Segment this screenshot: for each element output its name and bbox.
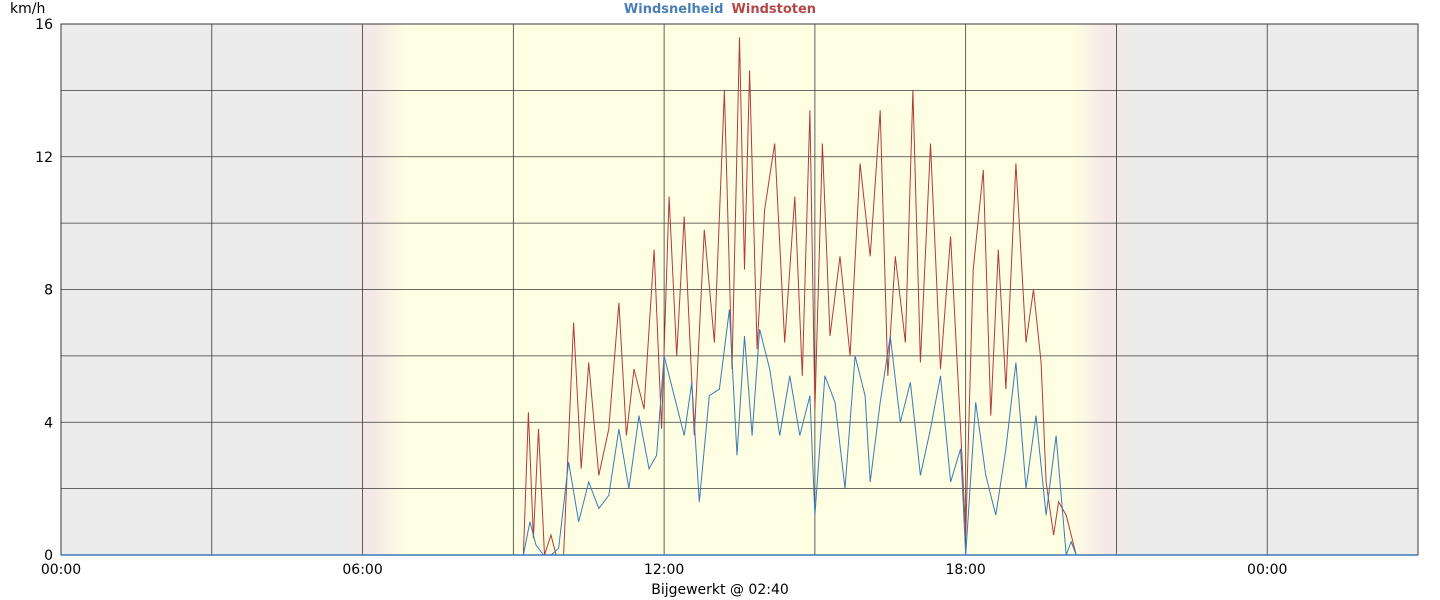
y-axis-unit: km/h bbox=[10, 1, 45, 17]
x-tick-label: 06:00 bbox=[342, 562, 382, 578]
title-gusts: Windstoten bbox=[732, 2, 817, 17]
y-tick-label: 16 bbox=[35, 17, 53, 33]
series-line-windstoten bbox=[522, 37, 1077, 556]
x-tick-label: 12:00 bbox=[644, 562, 684, 578]
y-tick-label: 0 bbox=[44, 548, 53, 564]
chart-title: Windsnelheid Windstoten bbox=[624, 2, 816, 17]
y-tick-label: 12 bbox=[35, 150, 53, 166]
y-tick-label: 4 bbox=[44, 415, 53, 431]
series-lines bbox=[61, 37, 1418, 556]
x-tick-labels: 00:00 06:00 12:00 18:00 00:00 bbox=[41, 562, 1288, 578]
x-axis-label: Bijgewerkt @ 02:40 bbox=[651, 582, 789, 598]
y-tick-labels: 0 4 8 12 16 bbox=[35, 17, 53, 564]
series-line-windsnelheid bbox=[522, 309, 1077, 556]
y-tick-label: 8 bbox=[44, 283, 53, 299]
x-tick-label: 18:00 bbox=[945, 562, 985, 578]
title-speed: Windsnelheid bbox=[624, 2, 723, 17]
x-tick-label: 00:00 bbox=[1247, 562, 1287, 578]
x-tick-label: 00:00 bbox=[41, 562, 81, 578]
